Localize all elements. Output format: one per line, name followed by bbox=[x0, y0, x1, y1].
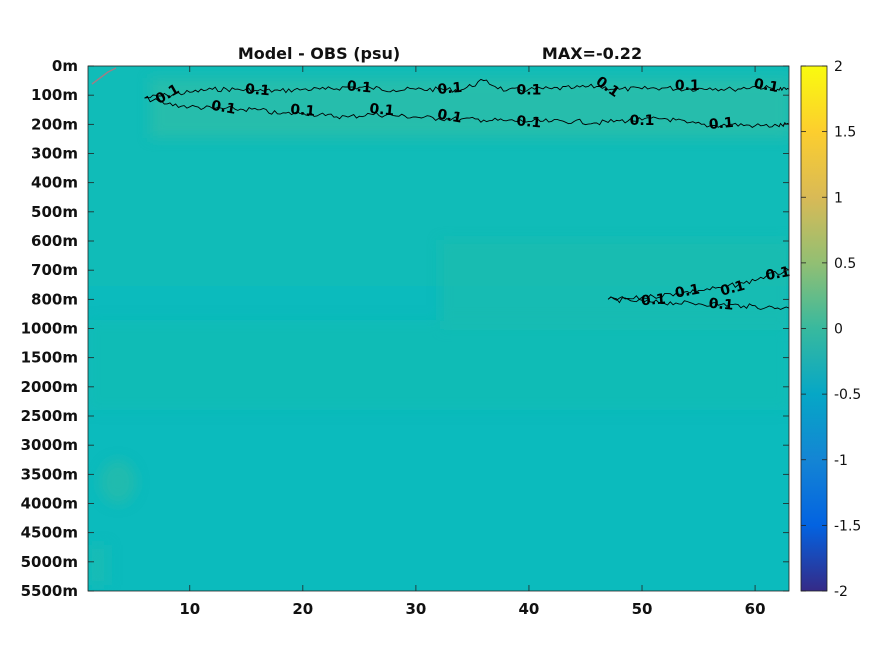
contour-label: 0.1 bbox=[675, 78, 700, 94]
colorbar-tick-label: -0.5 bbox=[834, 387, 861, 403]
contour-lines bbox=[144, 78, 789, 310]
y-tick-label: 300m bbox=[31, 145, 78, 163]
contour-label: 0.1 bbox=[210, 98, 237, 118]
x-tick-label: 30 bbox=[405, 600, 426, 618]
y-tick-label: 200m bbox=[31, 115, 78, 133]
y-tick-label: 600m bbox=[31, 232, 78, 250]
colorbar-tick-label: 2 bbox=[834, 59, 843, 75]
colorbar-tick-label: -1 bbox=[834, 453, 848, 469]
y-tick-label: 5000m bbox=[21, 553, 78, 571]
contour-line bbox=[144, 78, 789, 99]
contour-label: 0.1 bbox=[640, 291, 666, 309]
contour-label: 0.1 bbox=[244, 81, 270, 99]
contour-label: 0.1 bbox=[630, 113, 655, 129]
contour-label: 0.1 bbox=[346, 78, 372, 96]
chart-title: Model - OBS (psu) bbox=[238, 44, 400, 63]
y-tick-label: 4500m bbox=[21, 524, 78, 542]
x-tick-label: 50 bbox=[632, 600, 653, 618]
contour-line bbox=[607, 296, 789, 310]
y-tick-label: 100m bbox=[31, 86, 78, 104]
y-tick-label: 3000m bbox=[21, 436, 78, 454]
contour-label: 0.1 bbox=[764, 264, 791, 284]
y-tick-label: 0m bbox=[52, 57, 78, 75]
y-tick-label: 2500m bbox=[21, 407, 78, 425]
contour-line bbox=[607, 267, 789, 301]
y-tick-label: 4000m bbox=[21, 495, 78, 513]
x-tick-label: 60 bbox=[745, 600, 766, 618]
contour-label: 0.1 bbox=[708, 296, 734, 314]
contour-label: 0.1 bbox=[290, 102, 316, 120]
colorbar-tick-label: 0 bbox=[834, 322, 843, 338]
y-tick-label: 2000m bbox=[21, 378, 78, 396]
contour-label: 0.1 bbox=[369, 101, 395, 119]
y-tick-label: 500m bbox=[31, 203, 78, 221]
y-tick-label: 3500m bbox=[21, 465, 78, 483]
contour-label: 0.1 bbox=[674, 282, 701, 302]
colorbar-tick-label: -1.5 bbox=[834, 518, 861, 534]
x-tick-label: 20 bbox=[292, 600, 313, 618]
x-tick-label: 10 bbox=[179, 600, 200, 618]
contour-labels: 0.1 0.1 0.1 0.1 0.1 0.1 0.1 0.10.1 0.1 0.1 0.1 0.1 0… bbox=[153, 74, 792, 314]
colorbar-tick-label: -2 bbox=[834, 584, 848, 600]
contour-label: 0.1 bbox=[719, 278, 747, 300]
contour-label: 0.1 bbox=[517, 82, 542, 98]
y-tick-label: 400m bbox=[31, 174, 78, 192]
contour-label: 0.1 bbox=[436, 107, 463, 127]
contour-line bbox=[144, 95, 789, 128]
max-annotation: MAX=-0.22 bbox=[542, 44, 642, 63]
y-tick-label: 700m bbox=[31, 261, 78, 279]
y-tick-label: 800m bbox=[31, 290, 78, 308]
colorbar-ticks: 2 1.5 1 0.5 0 -0.5 -1 -1.5 -2 bbox=[801, 59, 861, 600]
y-tick-label: 5500m bbox=[21, 582, 78, 600]
colorbar-tick-label: 0.5 bbox=[834, 256, 856, 272]
heatmap-field bbox=[88, 66, 789, 591]
y-tick-label: 1000m bbox=[21, 320, 78, 338]
y-tick-label: 1500m bbox=[21, 349, 78, 367]
x-axis: 10 20 30 40 50 60 bbox=[179, 66, 766, 618]
contour-label: 0.1 bbox=[437, 80, 463, 98]
contour-label: 0.1 bbox=[753, 76, 780, 96]
colorbar-tick-label: 1.5 bbox=[834, 125, 856, 141]
x-tick-label: 40 bbox=[519, 600, 540, 618]
colorbar-tick-label: 1 bbox=[834, 190, 843, 206]
y-axis: 0m 100m 200m 300m 400m 500m 600m 700m 800m 1000m 1… bbox=[21, 57, 789, 600]
contour-label: 0.1 bbox=[516, 113, 542, 131]
contour-label: 0.1 bbox=[708, 115, 734, 133]
